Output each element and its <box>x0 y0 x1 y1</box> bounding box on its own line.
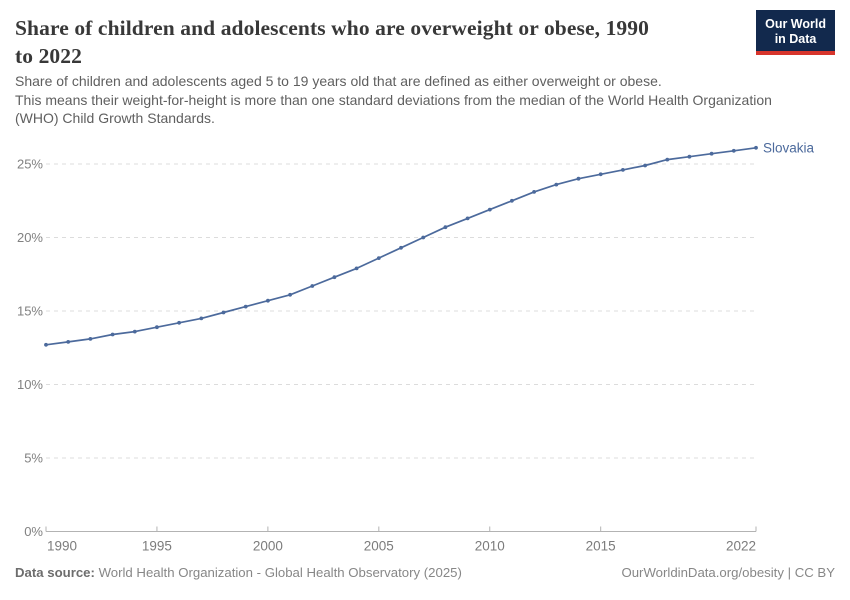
data-point[interactable] <box>221 310 226 315</box>
chart-header: Share of children and adolescents who ar… <box>15 10 835 70</box>
x-axis-tick-label: 1990 <box>47 539 77 554</box>
y-axis-tick-label: 5% <box>24 451 43 466</box>
data-point[interactable] <box>621 168 625 172</box>
data-point[interactable] <box>643 163 647 168</box>
y-axis-tick-label: 20% <box>17 230 43 245</box>
title-line-1: Share of children and adolescents who ar… <box>15 16 649 40</box>
attribution-link[interactable]: OurWorldinData.org/obesity | CC BY <box>621 565 835 580</box>
x-axis-tick-label: 2015 <box>586 539 616 554</box>
data-point[interactable] <box>288 292 292 297</box>
y-axis-tick-label: 25% <box>17 157 43 172</box>
y-axis-tick-label: 15% <box>17 304 43 319</box>
data-source-label: Data source: <box>15 565 95 580</box>
x-axis-tick-label: 2010 <box>475 539 505 554</box>
owid-logo-line-1: Our World <box>765 17 826 31</box>
data-point[interactable] <box>443 225 448 230</box>
data-point[interactable] <box>266 298 270 303</box>
y-axis-tick-label: 10% <box>17 377 43 392</box>
data-source-note: Data source: World Health Organization -… <box>15 565 462 580</box>
data-point[interactable] <box>243 304 248 309</box>
data-point[interactable] <box>199 316 204 321</box>
data-point[interactable] <box>332 275 337 280</box>
x-axis-tick-label: 2000 <box>253 539 283 554</box>
data-point[interactable] <box>88 337 93 341</box>
data-point[interactable] <box>376 256 381 260</box>
owid-logo-line-2: in Data <box>774 31 817 46</box>
y-axis-tick-label: 0% <box>24 524 43 539</box>
series-end-label[interactable]: Slovakia <box>763 140 815 155</box>
data-point[interactable] <box>665 157 670 162</box>
page-title: Share of children and adolescents who ar… <box>15 14 835 70</box>
subtitle-line-2: This means their weight-for-height is mo… <box>15 91 772 108</box>
data-point[interactable] <box>44 342 48 347</box>
data-point[interactable] <box>132 329 137 334</box>
data-point[interactable] <box>576 176 581 181</box>
data-point[interactable] <box>487 207 492 212</box>
data-point[interactable] <box>110 332 115 337</box>
line-chart-canvas: 0% 5% 10% 15% 20% 25% 1990 1995 2000 2005 2010 2015… <box>17 140 815 554</box>
data-point[interactable] <box>421 235 426 240</box>
data-point[interactable] <box>532 190 536 194</box>
data-point[interactable] <box>510 198 514 203</box>
data-point[interactable] <box>554 182 559 187</box>
chart-footer: Data source: World Health Organization -… <box>15 563 835 583</box>
subtitle-line-1: Share of children and adolescents aged 5… <box>15 73 662 89</box>
data-point[interactable] <box>354 266 359 271</box>
data-point[interactable] <box>310 284 315 288</box>
data-point[interactable] <box>155 325 159 330</box>
x-axis-tick-label: 2022 <box>726 539 756 554</box>
data-point[interactable] <box>399 245 403 250</box>
data-point[interactable] <box>731 148 736 153</box>
title-line-2: to 2022 <box>15 44 82 68</box>
owid-logo[interactable]: Our World in Data <box>756 10 835 55</box>
data-point[interactable] <box>177 320 182 325</box>
data-point[interactable] <box>687 154 692 159</box>
data-point[interactable] <box>465 216 470 221</box>
data-point[interactable] <box>66 340 71 344</box>
data-source-value: World Health Organization - Global Healt… <box>98 565 462 580</box>
subtitle-line-3: (WHO) Child Growth Standards. <box>15 110 215 126</box>
x-axis-tick-label: 2005 <box>364 539 394 554</box>
data-point[interactable] <box>598 172 603 177</box>
data-point[interactable] <box>709 151 714 156</box>
x-axis-tick-label: 1995 <box>142 539 172 554</box>
data-point[interactable] <box>754 145 758 150</box>
chart-subtitle: Share of children and adolescents aged 5… <box>15 72 835 128</box>
